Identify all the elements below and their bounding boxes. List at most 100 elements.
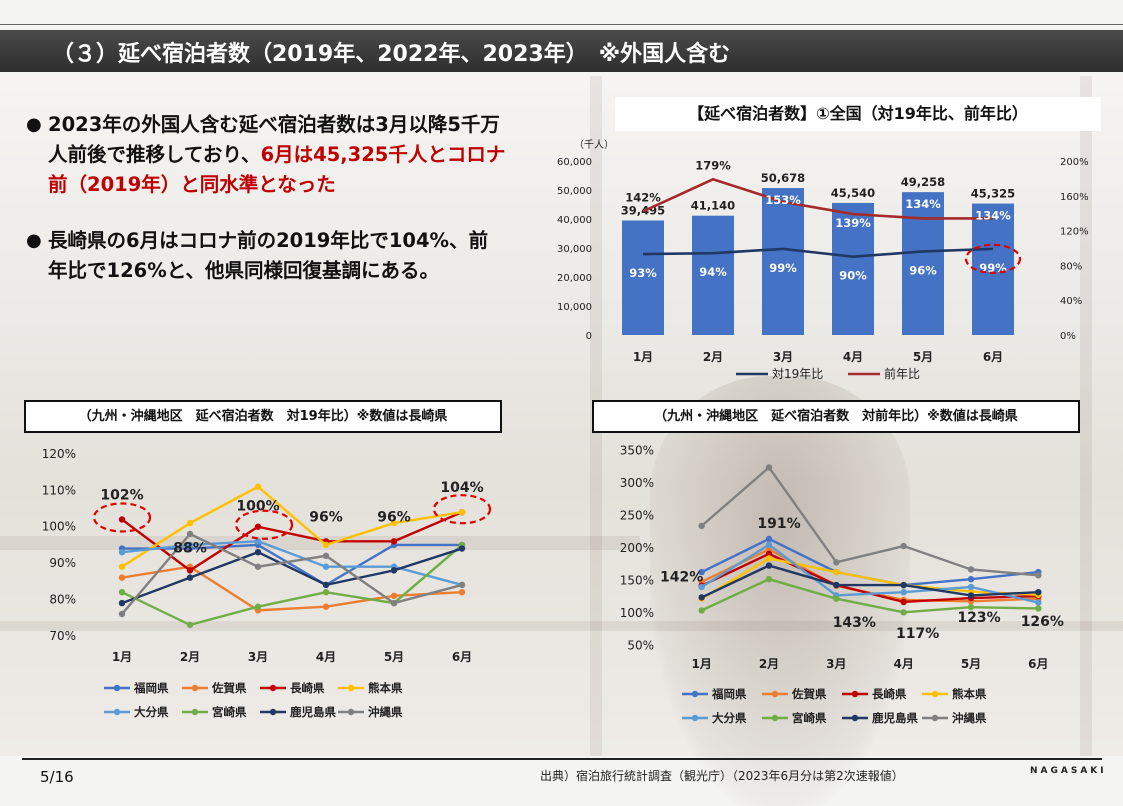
bar-value-label: 45,325: [971, 187, 1015, 201]
series-point: [967, 603, 975, 611]
x-tick-label: 5月: [961, 657, 981, 671]
series-point: [900, 589, 907, 596]
series-point: [254, 548, 262, 556]
x-tick-label: 1月: [112, 650, 132, 664]
series-point: [900, 581, 907, 589]
y2-tick-label: 40%: [1060, 296, 1082, 307]
legend-label: 前年比: [884, 366, 920, 381]
x-tick-label: 3月: [248, 650, 268, 664]
legend-label: 鹿児島県: [872, 711, 918, 725]
series-line-4: [701, 543, 1039, 604]
series-point: [1035, 605, 1042, 612]
series-line-2: [121, 511, 463, 572]
y-tick-label: 50,000: [557, 186, 592, 197]
series-line-1: [642, 177, 993, 220]
series-data-label: 99%: [769, 261, 797, 275]
series-point: [458, 588, 466, 596]
legend-label: 沖縄県: [952, 711, 987, 725]
series-point: [458, 508, 466, 516]
series-point: [458, 581, 466, 589]
series-line-5: [701, 577, 1039, 614]
y-tick-label: 100%: [42, 520, 76, 534]
series-point: [390, 567, 398, 574]
x-tick-label: 2月: [703, 350, 723, 364]
series-point: [322, 603, 330, 610]
y-tick-label: 300%: [620, 476, 654, 490]
series-line-0: [642, 247, 994, 259]
source-note: 出典）宿泊旅行統計調査（観光庁）（2023年6月分は第2次速報値）: [540, 769, 904, 783]
y-tick-label: 110%: [42, 483, 76, 497]
page-number: 5/16: [40, 768, 74, 786]
series-point: [900, 609, 907, 616]
x-tick-label: 5月: [913, 350, 933, 364]
legend-label: 佐賀県: [791, 687, 827, 701]
y2-tick-label: 0%: [1060, 331, 1076, 342]
series-point: [833, 568, 840, 576]
y2-tick-label: 120%: [1060, 227, 1089, 238]
legend-label: 長崎県: [290, 681, 325, 695]
legend-label: 熊本県: [368, 681, 403, 695]
y2-tick-label: 200%: [1060, 157, 1089, 168]
kyushu-yoy-chart: 50% 100% 150% 200% 250% 300% 350% 1月 2月 3月 4月 5月 6月 1…: [620, 444, 1064, 726]
series-point: [698, 568, 705, 576]
series-data-label: 90%: [839, 269, 867, 283]
legend-label: 長崎県: [872, 687, 907, 701]
legend-marker: [347, 708, 355, 716]
bar: [622, 220, 664, 335]
bullet-dot-icon: ●: [26, 114, 42, 135]
y2-tick-label: 160%: [1060, 192, 1089, 203]
chart-left-caption: （九州・沖縄地区 延べ宿泊者数 対19年比）※数値は長崎県: [24, 400, 502, 433]
legend-marker: [191, 684, 199, 692]
series-point: [765, 576, 773, 583]
series-point: [186, 519, 194, 527]
series-point: [765, 541, 773, 548]
series-line-6: [121, 547, 463, 605]
y-tick-label: 20,000: [557, 273, 592, 284]
series-point: [458, 545, 466, 552]
series-point: [118, 610, 126, 618]
series-point: [1035, 589, 1042, 596]
series-point: [698, 583, 705, 591]
legend-label: 宮崎県: [792, 711, 827, 725]
series-data-label: 93%: [629, 266, 657, 280]
x-tick-label: 1月: [633, 350, 653, 364]
bullet-item-1: ● 2023年の外国人含む延べ宿泊者数は3月以降5千万人前後で推移しており、6月…: [26, 110, 506, 200]
series-point: [765, 546, 773, 553]
series-point: [118, 516, 126, 523]
series-point: [900, 598, 907, 606]
series-point: [186, 530, 194, 538]
bar-value-label: 50,678: [761, 171, 805, 185]
series-data-label: 134%: [975, 209, 1011, 223]
legend-label: 宮崎県: [212, 705, 247, 719]
y-tick-label: 40,000: [557, 215, 592, 226]
brand-logo: NAGASAKI: [1030, 766, 1107, 776]
highlight-circle: [92, 502, 152, 533]
legend-marker: [931, 690, 939, 698]
legend-label: 熊本県: [952, 687, 987, 701]
series-point: [118, 588, 126, 596]
legend-marker: [691, 690, 699, 698]
series-point: [254, 523, 262, 530]
y-tick-label: 50%: [627, 639, 654, 653]
nagasaki-data-label: 117%: [896, 626, 939, 642]
x-tick-label: 6月: [1028, 657, 1048, 671]
series-point: [322, 552, 330, 560]
series-line-7: [700, 465, 1039, 577]
x-tick-label: 2月: [180, 650, 200, 664]
series-point: [698, 522, 705, 530]
series-point: [186, 574, 194, 581]
series-data-label: 153%: [765, 193, 801, 207]
x-tick-label: 4月: [893, 657, 913, 671]
page-title: （３）延べ宿泊者数（2019年、2022年、2023年） ※外国人含む: [52, 42, 731, 67]
legend-label: 大分県: [712, 711, 747, 725]
bar: [832, 202, 874, 335]
series-data-label: 139%: [835, 216, 871, 230]
bullet-item-2: ● 長崎県の6月はコロナ前の2019年比で104%、前年比で126%と、他県同様…: [26, 226, 506, 286]
series-point: [254, 538, 262, 545]
bullet-text-2: 長崎県の6月はコロナ前の2019年比で104%、前年比で126%と、他県同様回復…: [48, 229, 489, 282]
series-point: [765, 535, 773, 543]
x-tick-label: 6月: [452, 650, 472, 664]
legend-marker: [691, 714, 699, 722]
series-point: [390, 519, 398, 527]
legend-marker: [113, 708, 121, 716]
